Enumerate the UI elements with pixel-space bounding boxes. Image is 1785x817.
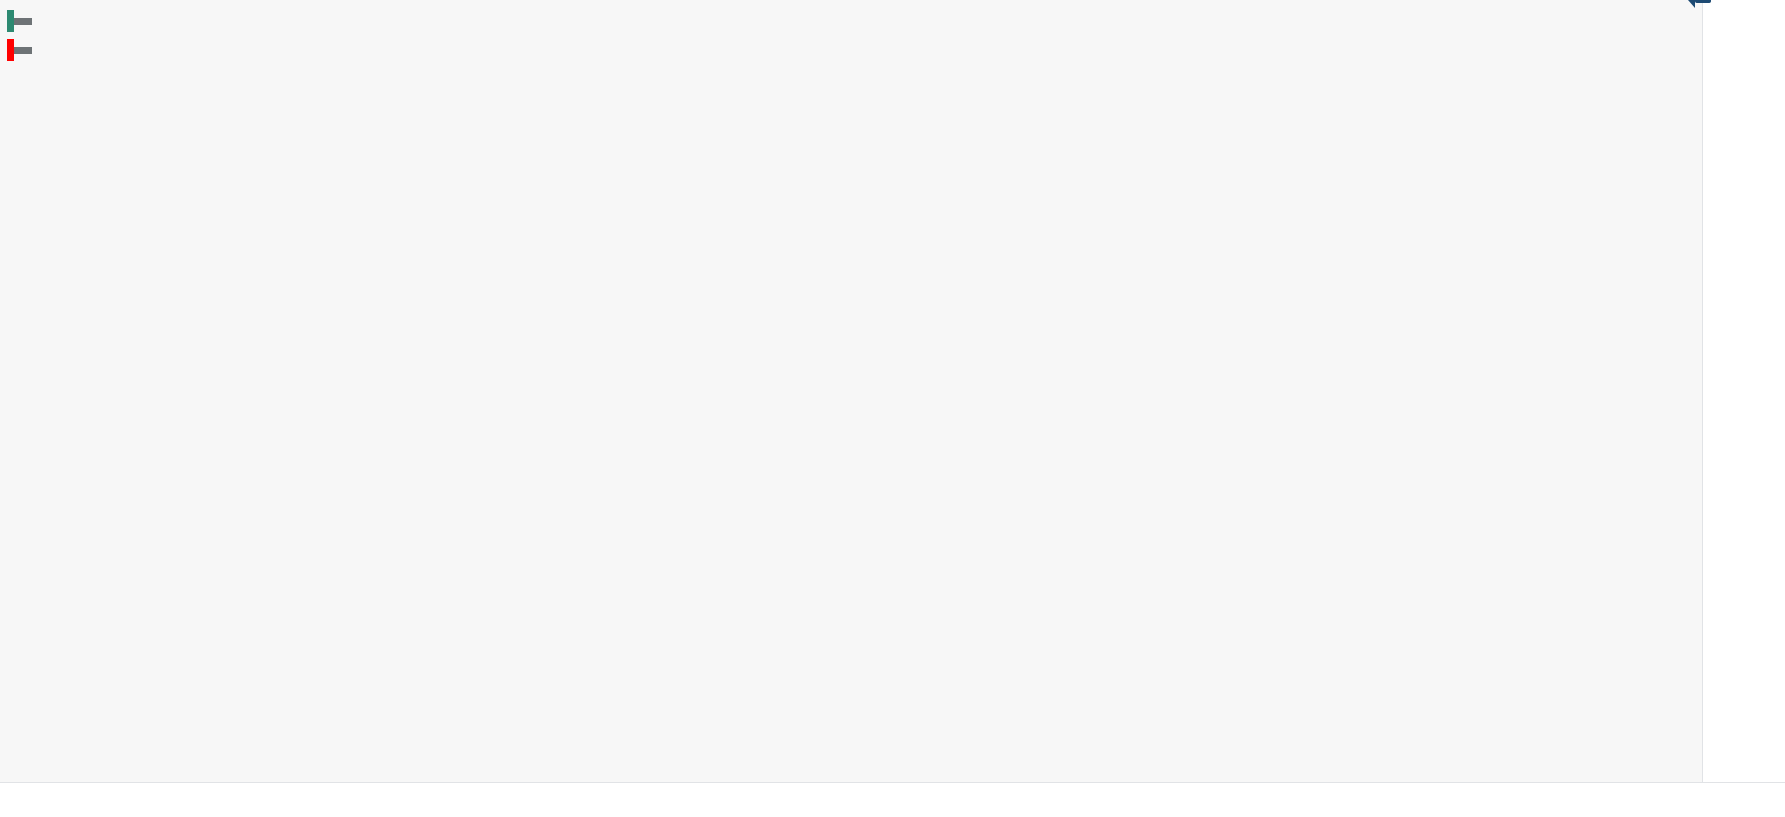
current-price-badge	[1695, 0, 1711, 3]
price-axis[interactable]	[1702, 0, 1785, 782]
indicator-label	[14, 46, 32, 54]
symbol-label	[14, 17, 32, 25]
symbol-color-swatch	[7, 10, 14, 32]
time-axis[interactable]	[0, 782, 1785, 817]
legend-item-symbol[interactable]	[7, 10, 32, 32]
indicator-color-swatch	[7, 39, 14, 61]
chart-canvas	[0, 0, 1702, 782]
legend-item-indicator[interactable]	[7, 39, 32, 61]
chart-plot-area[interactable]	[0, 0, 1702, 782]
chart-legend	[7, 10, 32, 68]
